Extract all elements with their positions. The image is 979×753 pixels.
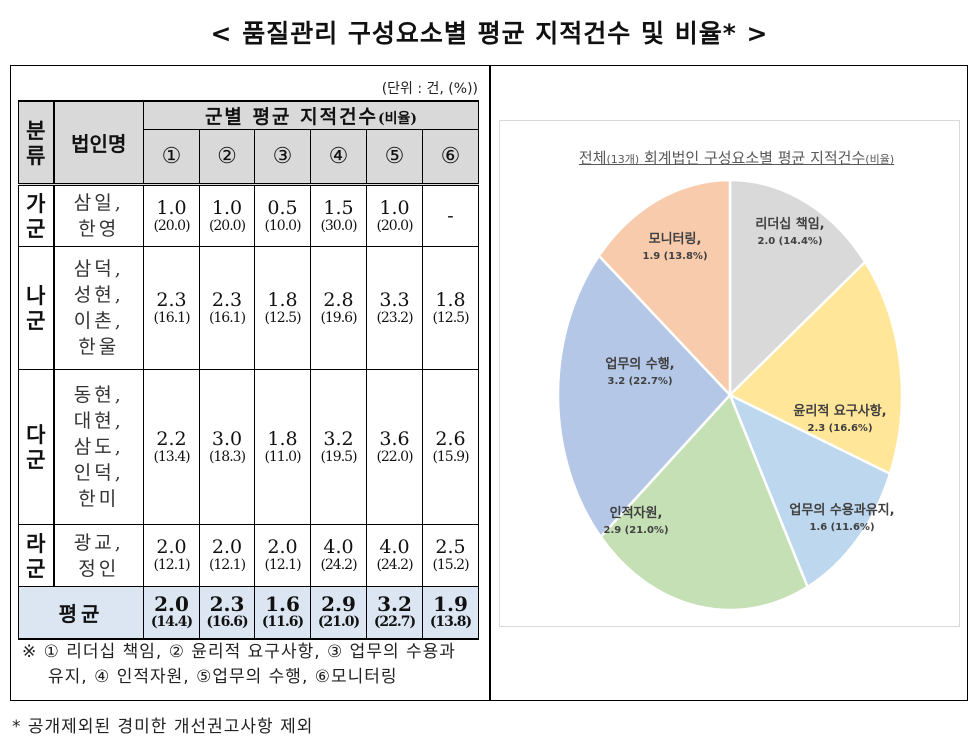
pie-label-leadership: 리더십 책임, 2.0 (14.4%)	[755, 217, 825, 247]
cell: 2.0 (14.4)	[143, 586, 200, 640]
header-col-2: ②	[199, 129, 255, 185]
cell: 2.9 (21.0)	[310, 586, 367, 640]
pie-slice	[599, 392, 810, 612]
cell: 3.2 (19.5)	[310, 369, 367, 525]
pie-slice	[727, 392, 892, 589]
header-col-3: ③	[254, 129, 311, 185]
page-title: < 품질관리 구성요소별 평균 지적건수 및 비율* >	[210, 19, 769, 48]
cell: 2.0 (12.1)	[143, 524, 200, 587]
chart-area	[499, 120, 960, 627]
row-corps: 삼덕, 성현, 이촌, 한울	[53, 246, 144, 370]
cell: 2.3 (16.1)	[199, 246, 255, 370]
cell: 3.6 (22.0)	[366, 369, 423, 525]
table-note: ※ ① 리더십 책임, ② 윤리적 요구사항, ③ 업무의 수용과 유지, ④ …	[22, 642, 456, 687]
cell: 1.0 (20.0)	[366, 183, 423, 247]
cell: 2.0 (12.1)	[254, 524, 311, 587]
row-corps: 삼일, 한영	[53, 183, 144, 247]
cell: 2.3 (16.1)	[143, 246, 200, 370]
pie-label-hr: 인적자원, 2.9 (21.0%)	[603, 506, 669, 536]
footnote: * 공개제외된 경미한 개선권고사항 제외	[12, 717, 314, 737]
cell: 3.2 (22.7)	[366, 586, 423, 640]
header-span-title: 군별 평균 지적건수(비율)	[143, 100, 479, 130]
cell: 1.8 (12.5)	[422, 246, 479, 370]
cell: 3.0 (18.3)	[199, 369, 255, 525]
pie-slice	[556, 253, 732, 539]
row-corps: 동현, 대현, 삼도, 인덕, 한미	[53, 369, 144, 525]
cell: 4.0 (24.2)	[366, 524, 423, 587]
cell: 1.8 (11.0)	[254, 369, 311, 525]
cell: 2.0 (12.1)	[199, 524, 255, 587]
header-corp: 법인명	[53, 100, 144, 185]
frame-divider	[489, 65, 491, 701]
cell: 1.0 (20.0)	[199, 183, 255, 247]
cell: 2.6 (15.9)	[422, 369, 479, 525]
row-corps: 광교, 정인	[53, 524, 144, 587]
cell: -	[422, 183, 479, 247]
cell: 2.2 (13.4)	[143, 369, 200, 525]
header-group: 분 류	[18, 100, 55, 185]
cell: 1.6 (11.6)	[254, 586, 311, 640]
average-row: 평균 2.0 (14.4) 2.3 (16.6) 1.6 (11.6) 2.9 (21.…	[18, 586, 479, 640]
cell: 1.0 (20.0)	[143, 183, 200, 247]
cell: 3.3 (23.2)	[366, 246, 423, 370]
pie-chart	[556, 178, 904, 612]
pie-slice	[728, 178, 867, 398]
cell: 1.9 (13.8)	[422, 586, 479, 640]
pie-slice	[597, 178, 732, 399]
cell: 2.8 (19.6)	[310, 246, 367, 370]
cell: 4.0 (24.2)	[310, 524, 367, 587]
pie-slices	[556, 178, 904, 612]
pie-slice	[727, 260, 904, 476]
pie-label-ethics: 윤리적 요구사항, 2.3 (16.6%)	[793, 404, 887, 434]
cell: 2.3 (16.6)	[199, 586, 255, 640]
pie-label-monitoring: 모니터링, 1.9 (13.8%)	[642, 232, 708, 262]
average-label: 평균	[18, 586, 144, 640]
cell: 0.5 (10.0)	[254, 183, 311, 247]
chart-title: 전체(13개) 회계법인 구성요소별 평균 지적건수(비율)	[578, 149, 895, 167]
pie-label-acceptance: 업무의 수용과유지, 1.6 (11.6%)	[789, 503, 895, 533]
cell: 2.5 (15.2)	[422, 524, 479, 587]
cell: 1.5 (30.0)	[310, 183, 367, 247]
header-col-4: ④	[310, 129, 367, 185]
header-col-5: ⑤	[366, 129, 423, 185]
cell: 1.8 (12.5)	[254, 246, 311, 370]
pie-label-performance: 업무의 수행, 3.2 (22.7%)	[605, 357, 675, 387]
unit-label: (단위 : 건, (%))	[381, 81, 478, 97]
